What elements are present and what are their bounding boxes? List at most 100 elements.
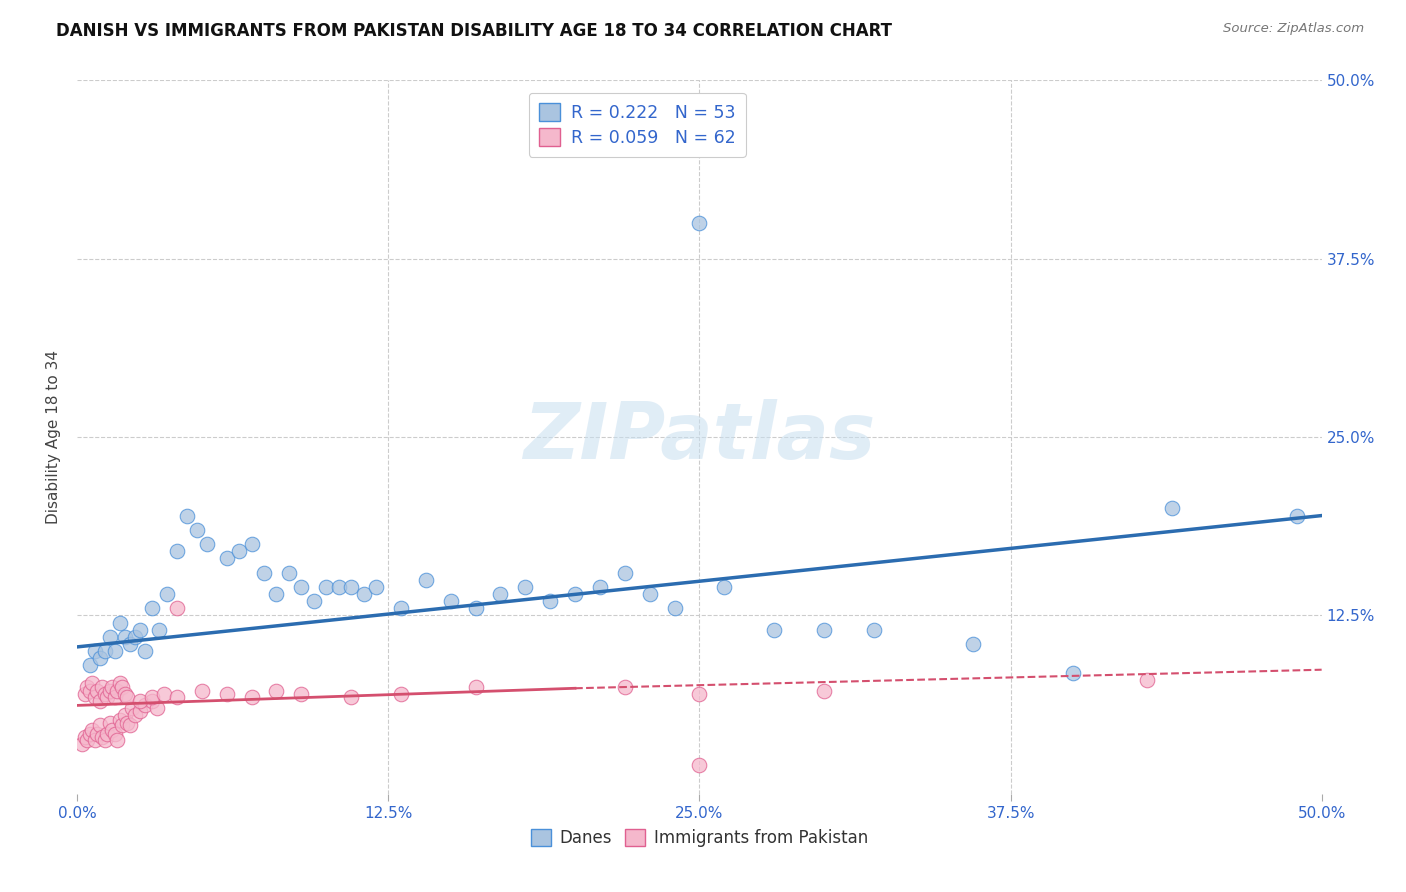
Point — [146, 701, 169, 715]
Point — [83, 644, 105, 658]
Point — [315, 580, 337, 594]
Point — [96, 690, 118, 704]
Point — [862, 623, 884, 637]
Point — [79, 727, 101, 741]
Point — [104, 690, 127, 704]
Point — [589, 580, 612, 594]
Point — [128, 623, 150, 637]
Point — [1136, 673, 1159, 687]
Point — [96, 727, 118, 741]
Point — [82, 675, 104, 690]
Point — [101, 723, 124, 737]
Point — [89, 694, 111, 708]
Point — [166, 601, 188, 615]
Point — [613, 566, 636, 580]
Point — [93, 732, 115, 747]
Point — [290, 687, 312, 701]
Point — [689, 758, 711, 772]
Point — [253, 566, 276, 580]
Point — [813, 684, 835, 698]
Point — [134, 644, 156, 658]
Point — [93, 687, 115, 701]
Point — [389, 687, 412, 701]
Point — [128, 704, 150, 718]
Point — [91, 680, 114, 694]
Point — [1285, 508, 1308, 523]
Point — [240, 690, 263, 704]
Point — [91, 730, 114, 744]
Point — [689, 216, 711, 230]
Point — [115, 715, 138, 730]
Legend: Danes, Immigrants from Pakistan: Danes, Immigrants from Pakistan — [524, 822, 875, 854]
Point — [638, 587, 661, 601]
Point — [108, 615, 131, 630]
Point — [266, 684, 288, 698]
Text: ZIPatlas: ZIPatlas — [523, 399, 876, 475]
Point — [464, 680, 486, 694]
Point — [124, 630, 146, 644]
Point — [176, 508, 198, 523]
Point — [114, 630, 136, 644]
Point — [153, 687, 176, 701]
Point — [195, 537, 218, 551]
Point — [79, 684, 101, 698]
Point — [464, 601, 486, 615]
Point — [86, 684, 108, 698]
Point — [118, 718, 141, 732]
Point — [191, 684, 214, 698]
Point — [121, 701, 143, 715]
Point — [564, 587, 586, 601]
Point — [763, 623, 786, 637]
Point — [664, 601, 686, 615]
Point — [364, 580, 387, 594]
Point — [76, 680, 98, 694]
Point — [156, 587, 179, 601]
Point — [302, 594, 325, 608]
Point — [813, 623, 835, 637]
Point — [82, 723, 104, 737]
Point — [713, 580, 735, 594]
Point — [114, 687, 136, 701]
Point — [134, 698, 156, 713]
Point — [415, 573, 437, 587]
Point — [340, 690, 363, 704]
Point — [141, 601, 163, 615]
Point — [98, 715, 121, 730]
Point — [114, 708, 136, 723]
Point — [128, 694, 150, 708]
Point — [266, 587, 288, 601]
Point — [86, 727, 108, 741]
Point — [1062, 665, 1084, 680]
Point — [105, 732, 128, 747]
Point — [1161, 501, 1184, 516]
Point — [515, 580, 537, 594]
Point — [101, 680, 124, 694]
Point — [98, 630, 121, 644]
Point — [689, 687, 711, 701]
Point — [613, 680, 636, 694]
Point — [105, 684, 128, 698]
Point — [72, 737, 94, 751]
Point — [962, 637, 984, 651]
Point — [440, 594, 463, 608]
Point — [166, 690, 188, 704]
Point — [115, 690, 138, 704]
Point — [228, 544, 250, 558]
Point — [186, 523, 208, 537]
Point — [353, 587, 375, 601]
Text: Source: ZipAtlas.com: Source: ZipAtlas.com — [1223, 22, 1364, 36]
Point — [215, 551, 238, 566]
Point — [111, 718, 134, 732]
Point — [108, 675, 131, 690]
Point — [89, 718, 111, 732]
Point — [89, 651, 111, 665]
Point — [124, 708, 146, 723]
Point — [98, 684, 121, 698]
Point — [290, 580, 312, 594]
Point — [108, 713, 131, 727]
Y-axis label: Disability Age 18 to 34: Disability Age 18 to 34 — [46, 350, 62, 524]
Point — [328, 580, 350, 594]
Point — [93, 644, 115, 658]
Point — [83, 732, 105, 747]
Point — [141, 690, 163, 704]
